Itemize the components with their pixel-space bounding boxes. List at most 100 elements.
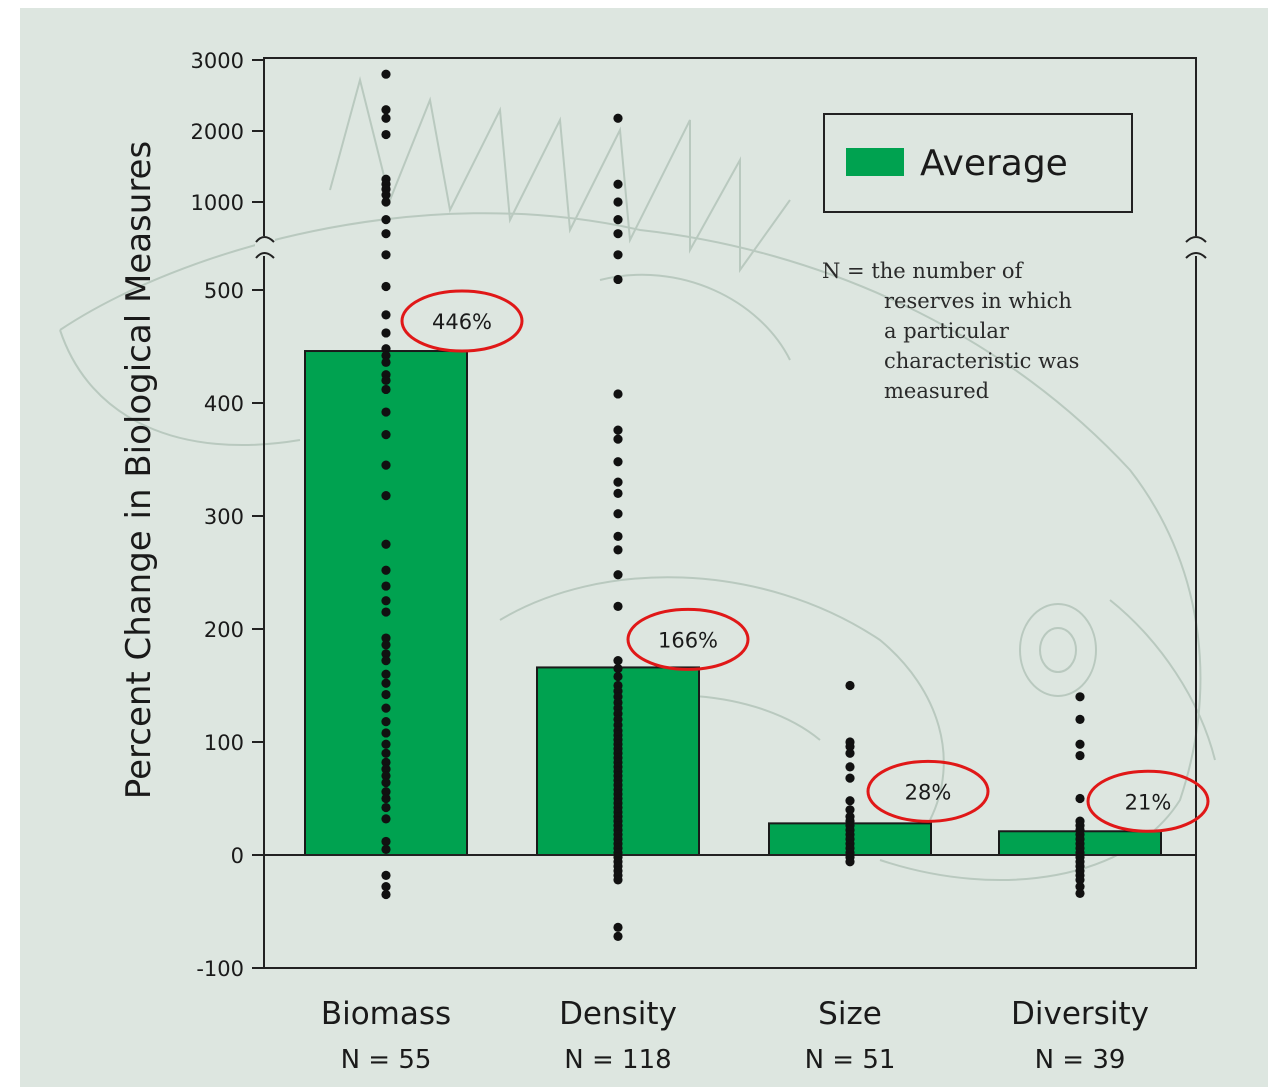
data-point <box>381 113 391 123</box>
data-point <box>1075 714 1085 725</box>
data-point <box>613 663 623 674</box>
n-label-diversity: N = 39 <box>1035 1045 1126 1075</box>
category-label-biomass: Biomass <box>321 996 451 1032</box>
data-point <box>613 229 623 239</box>
n-label-size: N = 51 <box>805 1045 896 1075</box>
y-tick-label: 0 <box>231 844 244 868</box>
data-point <box>381 656 391 666</box>
data-point <box>381 787 391 797</box>
y-tick-label: 2000 <box>191 120 244 144</box>
data-points <box>381 69 1085 941</box>
data-point <box>381 793 391 804</box>
data-point <box>381 607 391 617</box>
data-point <box>1075 739 1085 749</box>
data-point <box>381 689 391 700</box>
y-tick-label: 1000 <box>191 191 244 215</box>
data-point <box>613 601 623 612</box>
data-point <box>613 671 623 682</box>
axis-break-right <box>1185 236 1207 259</box>
value-label-size: 28% <box>905 780 952 804</box>
data-point <box>381 69 391 79</box>
data-point <box>613 250 623 260</box>
data-point <box>381 491 391 501</box>
data-point <box>381 357 391 367</box>
data-point <box>613 477 623 487</box>
data-point <box>613 922 623 932</box>
data-point <box>1075 875 1085 885</box>
data-point <box>1075 793 1085 804</box>
category-labels: Biomass N = 55 Density N = 118 Size N = 51 Div… <box>321 996 1149 1075</box>
category-label-density: Density <box>559 996 677 1032</box>
data-point <box>613 545 623 555</box>
legend-label: Average <box>920 143 1068 184</box>
data-point <box>381 190 391 200</box>
data-point <box>845 748 855 758</box>
data-point <box>381 229 391 239</box>
data-point <box>381 129 391 140</box>
n-note: N = the number of reserves in which a pa… <box>822 259 1079 403</box>
data-point <box>381 814 391 824</box>
data-point <box>845 805 855 815</box>
data-point <box>1075 750 1085 761</box>
data-point <box>381 215 391 225</box>
data-point <box>381 281 391 292</box>
data-point <box>381 633 391 643</box>
axis-break-left <box>255 236 275 259</box>
value-labels: 446% 166% 28% 21% <box>400 289 1210 833</box>
data-point <box>381 669 391 679</box>
data-point <box>381 764 391 774</box>
data-point <box>381 310 391 320</box>
y-tick-label: 200 <box>204 618 244 642</box>
data-point <box>381 844 391 854</box>
note-line-4: characteristic was <box>884 349 1079 373</box>
y-tick-label: -100 <box>196 957 244 981</box>
data-point <box>381 350 391 361</box>
y-tick-label: 500 <box>204 279 244 303</box>
note-line-1: N = the number of <box>822 259 1025 283</box>
data-point <box>381 328 391 338</box>
note-line-3: a particular <box>884 319 1010 343</box>
data-point <box>613 425 623 435</box>
y-tick-label: 300 <box>204 505 244 529</box>
bars <box>304 350 1162 857</box>
legend-swatch <box>846 148 904 176</box>
data-point <box>613 656 623 666</box>
data-point <box>381 375 391 385</box>
highlight-ellipse <box>866 759 990 823</box>
data-point <box>381 640 391 650</box>
data-point <box>381 757 391 767</box>
y-axis-label: Percent Change in Biological Measures <box>119 141 159 799</box>
data-point <box>381 581 391 591</box>
data-point <box>845 796 855 806</box>
data-point <box>381 649 391 659</box>
data-point <box>381 678 391 688</box>
y-tick-label: 3000 <box>191 49 244 73</box>
data-point <box>1075 888 1085 899</box>
data-point <box>381 407 391 417</box>
data-point <box>381 344 391 354</box>
data-point <box>381 565 391 575</box>
data-point <box>381 882 391 892</box>
y-tick-label: 100 <box>204 731 244 755</box>
data-point <box>381 197 391 207</box>
value-label-diversity: 21% <box>1125 790 1172 814</box>
data-point <box>613 113 623 123</box>
data-point <box>613 179 623 189</box>
data-point <box>613 215 623 225</box>
data-point <box>613 509 623 519</box>
data-point <box>381 739 391 749</box>
data-point <box>613 488 623 498</box>
highlight-ellipse <box>1086 769 1210 833</box>
value-label-density: 166% <box>658 628 718 652</box>
data-point <box>381 728 391 738</box>
value-label-biomass: 446% <box>432 310 492 334</box>
data-point <box>613 389 623 399</box>
category-label-size: Size <box>818 996 882 1032</box>
data-point <box>613 875 623 885</box>
data-point <box>613 274 623 285</box>
data-point <box>613 434 623 444</box>
data-point <box>381 771 391 781</box>
legend: Average <box>823 113 1133 213</box>
data-point <box>381 870 391 880</box>
data-point <box>381 889 391 900</box>
